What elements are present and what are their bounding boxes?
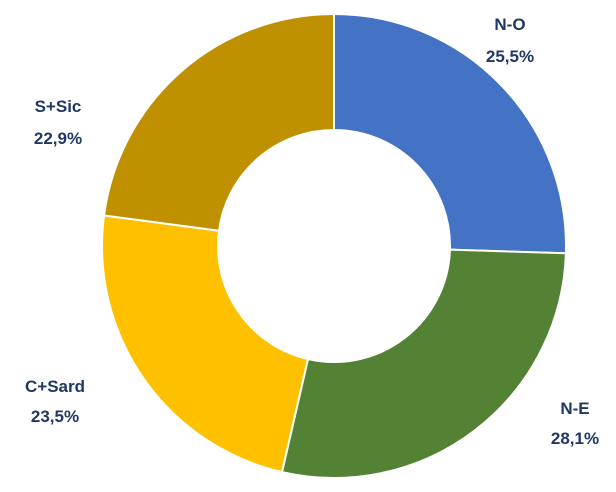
slices-group xyxy=(101,12,567,479)
donut-slice-n-o xyxy=(333,12,567,255)
slice-category-label: S+Sic xyxy=(35,97,82,116)
slice-value-label: 25,5% xyxy=(486,47,534,66)
slice-category-label: C+Sard xyxy=(25,377,85,396)
labels-group: N-O 25,5% N-E 28,1% C+Sard 23,5% S+Sic 22,9% xyxy=(25,15,599,448)
slice-value-label: 28,1% xyxy=(551,429,599,448)
donut-slice-c-sard xyxy=(101,214,310,474)
slice-value-label: 23,5% xyxy=(31,407,79,426)
donut-slice-s-sic xyxy=(102,12,335,232)
slice-category-label: N-O xyxy=(494,15,525,34)
donut-slice-n-e xyxy=(280,248,567,479)
slice-category-label: N-E xyxy=(560,399,589,418)
slice-value-label: 22,9% xyxy=(34,129,82,148)
